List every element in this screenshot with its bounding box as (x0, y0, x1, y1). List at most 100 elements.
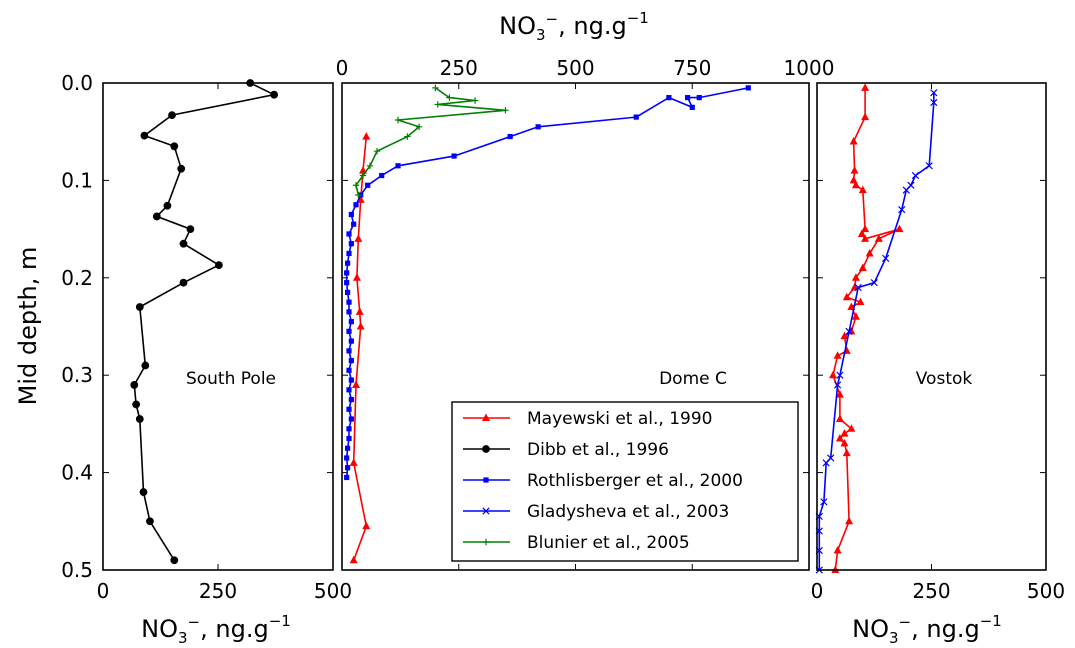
data-point (349, 458, 358, 466)
data-point (163, 201, 172, 210)
label-part: , ng.g (200, 615, 269, 643)
data-point (146, 517, 154, 526)
data-point (170, 142, 179, 151)
legend-marker (482, 538, 490, 546)
data-point (840, 438, 849, 447)
legend-item: Dibb et al., 1996 (463, 440, 669, 460)
data-point (822, 459, 830, 467)
series (829, 83, 904, 573)
data-point (373, 147, 381, 155)
data-point (179, 239, 188, 248)
data-point (346, 367, 352, 373)
legend-marker (482, 507, 490, 515)
panel-dome-c: 0 250 500 750 1000 Dome C (336, 56, 834, 571)
data-point (346, 435, 352, 442)
data-point (346, 231, 352, 237)
series (815, 89, 938, 574)
data-point (882, 254, 890, 262)
data-point (471, 97, 479, 104)
data-point (353, 202, 359, 208)
data-point (168, 111, 176, 120)
x-tick-label: 250 (912, 579, 950, 603)
data-point (842, 448, 851, 457)
data-point (395, 163, 401, 169)
panel-label: Dome C (659, 369, 727, 389)
panel-vostok: 0 250 500 Vostok (811, 82, 1065, 603)
data-point (404, 133, 411, 140)
data-point (833, 351, 842, 359)
data-point (833, 381, 842, 389)
series-line (355, 87, 506, 196)
data-point (851, 312, 860, 320)
data-point (930, 98, 938, 107)
panel-frame (341, 82, 810, 571)
y-axis-label: Mid depth, m (14, 247, 42, 406)
data-point (135, 303, 144, 311)
data-point (845, 516, 854, 525)
data-point (170, 556, 179, 565)
y-tick-label: 0.1 (61, 168, 93, 192)
data-point (366, 162, 374, 169)
x-tick-label: 250 (440, 56, 478, 80)
data-point (348, 211, 354, 218)
data-point (835, 434, 844, 442)
label-part: , ng.g (911, 615, 980, 643)
data-point (666, 95, 672, 101)
label-part: 3 (889, 629, 899, 647)
legend-marker (483, 477, 489, 483)
data-point (345, 445, 351, 451)
label-part: −1 (269, 612, 291, 630)
data-point (379, 172, 385, 179)
data-point (346, 406, 352, 412)
data-point (352, 273, 361, 281)
data-point (215, 261, 223, 270)
data-point (684, 95, 691, 101)
data-point (344, 270, 350, 276)
legend: Mayewski et al., 1990 Dibb et al., 1996 Ro… (451, 401, 799, 562)
legend-box (451, 401, 799, 562)
data-point (911, 171, 920, 180)
data-point (362, 132, 371, 140)
data-point (861, 224, 870, 233)
data-point (507, 133, 513, 140)
legend-label: Rothlisberger et al., 2000 (527, 471, 743, 491)
series-line (133, 82, 277, 561)
data-point (689, 104, 695, 110)
x-tick-label: 0 (336, 56, 349, 80)
data-point (845, 327, 853, 335)
data-point (850, 166, 859, 174)
data-point (829, 370, 838, 379)
data-point (348, 377, 354, 383)
data-point (394, 116, 402, 124)
x-axis-label-left: NO3−, ng.g−1 (141, 612, 291, 647)
panel-label: South Pole (186, 369, 276, 389)
data-point (434, 101, 441, 108)
data-point (925, 162, 933, 170)
data-point (902, 186, 910, 194)
legend-label: Gladysheva et al., 2003 (527, 502, 729, 522)
data-point (840, 331, 849, 340)
data-point (858, 185, 867, 194)
legend-label: Dibb et al., 1996 (527, 440, 669, 460)
legend-item: Mayewski et al., 1990 (463, 409, 712, 429)
y-tick-label: 0.4 (61, 461, 93, 485)
data-point (446, 94, 453, 101)
data-point (745, 85, 751, 91)
data-point (355, 191, 362, 199)
data-point (141, 361, 150, 370)
data-point (345, 465, 351, 471)
series (130, 79, 279, 565)
data-point (362, 521, 371, 530)
x-tick-label: 750 (673, 56, 711, 80)
data-point (696, 95, 702, 101)
label-part: , ng.g (558, 12, 627, 40)
data-point (842, 292, 851, 301)
data-point (270, 90, 279, 99)
data-point (356, 322, 365, 330)
legend-item: Blunier et al., 2005 (463, 533, 690, 553)
label-part: − (188, 613, 201, 631)
data-point (874, 234, 883, 242)
data-point (132, 400, 141, 409)
data-point (865, 248, 874, 257)
data-point (861, 83, 870, 91)
